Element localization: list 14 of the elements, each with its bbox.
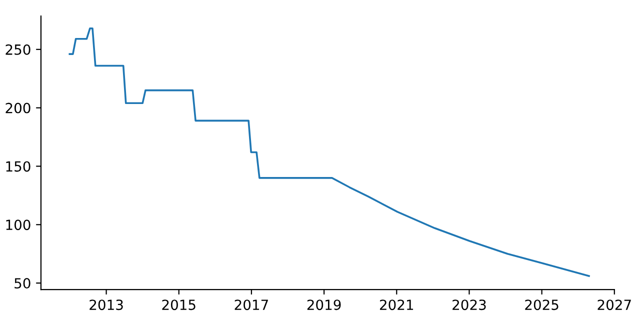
x-tick-label: 2015 xyxy=(162,300,196,310)
x-tick-label: 2021 xyxy=(380,300,414,310)
x-tick-label: 2023 xyxy=(452,300,486,310)
x-tick-label: 2027 xyxy=(598,300,631,310)
x-tick-label: 2017 xyxy=(234,300,268,310)
y-tick-label: 100 xyxy=(6,220,30,230)
y-tick-label: 250 xyxy=(6,44,30,55)
x-tick-label: 2013 xyxy=(90,300,123,310)
line-series xyxy=(68,27,590,277)
x-tick-label: 2025 xyxy=(525,300,558,310)
x-tick-label: 2019 xyxy=(307,300,341,310)
y-tick-label: 200 xyxy=(6,102,30,114)
y-tick-label: 50 xyxy=(14,278,30,289)
y-tick-label: 150 xyxy=(6,161,30,172)
